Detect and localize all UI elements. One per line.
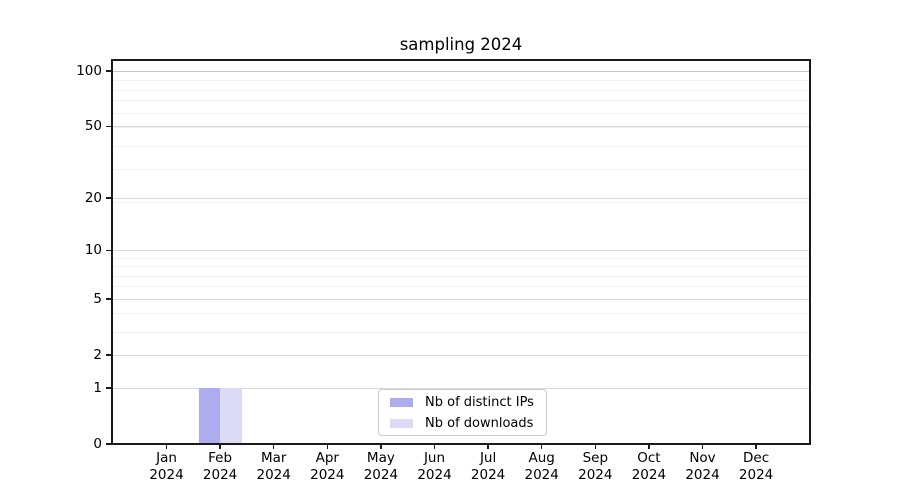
x-tick-month: Aug bbox=[528, 450, 555, 466]
minor-gridline bbox=[112, 286, 810, 288]
x-tick-month: Apr bbox=[315, 450, 339, 466]
x-tick-label: Sep 2024 bbox=[563, 450, 627, 484]
x-tick-year: 2024 bbox=[256, 467, 291, 483]
legend: Nb of distinct IPs Nb of downloads bbox=[378, 389, 547, 436]
x-tick-mark bbox=[165, 443, 168, 449]
minor-gridline bbox=[112, 201, 810, 203]
minor-gridline bbox=[112, 89, 810, 91]
minor-gridline bbox=[112, 266, 810, 267]
x-tick-mark bbox=[701, 443, 704, 449]
y-tick-label: 5 bbox=[93, 291, 102, 308]
x-tick-month: May bbox=[366, 450, 395, 466]
x-tick-year: 2024 bbox=[738, 467, 774, 483]
x-tick-year: 2024 bbox=[363, 467, 399, 483]
x-tick-label: Mar 2024 bbox=[242, 450, 306, 484]
minor-gridline bbox=[112, 313, 810, 315]
x-tick-month: Jun bbox=[423, 450, 446, 466]
y-tick-label: 2 bbox=[93, 347, 102, 364]
x-tick-month: Jul bbox=[479, 450, 497, 466]
x-tick-year: 2024 bbox=[202, 467, 238, 483]
x-tick-mark bbox=[755, 443, 757, 449]
y-tick-mark bbox=[106, 354, 112, 357]
x-tick-label: Feb 2024 bbox=[188, 450, 252, 484]
major-gridline bbox=[112, 197, 810, 199]
x-tick-month: Mar bbox=[260, 450, 287, 466]
legend-swatch bbox=[390, 418, 413, 428]
legend-label: Nb of downloads bbox=[425, 415, 534, 431]
legend-label: Nb of distinct IPs bbox=[425, 394, 534, 410]
x-tick-label: Jan 2024 bbox=[135, 450, 199, 484]
y-tick-label: 0 bbox=[93, 436, 102, 452]
x-tick-month: Dec bbox=[743, 450, 770, 466]
x-tick-label: Apr 2024 bbox=[295, 450, 359, 484]
y-tick-mark bbox=[106, 298, 112, 301]
x-tick-year: 2024 bbox=[631, 467, 667, 483]
x-tick-mark bbox=[219, 443, 221, 449]
x-tick-mark bbox=[540, 443, 543, 449]
legend-swatch bbox=[390, 397, 413, 407]
x-tick-month: Jan bbox=[156, 450, 177, 466]
x-tick-mark bbox=[326, 443, 329, 449]
minor-gridline bbox=[112, 80, 810, 81]
x-tick-mark bbox=[594, 443, 597, 449]
x-tick-year: 2024 bbox=[149, 467, 184, 483]
minor-gridline bbox=[112, 100, 810, 102]
minor-gridline bbox=[112, 275, 810, 277]
x-tick-mark bbox=[272, 443, 275, 449]
legend-item: Nb of downloads bbox=[390, 413, 546, 433]
x-tick-year: 2024 bbox=[470, 467, 506, 483]
x-tick-month: Nov bbox=[689, 450, 716, 466]
major-gridline bbox=[112, 387, 810, 389]
x-tick-year: 2024 bbox=[417, 467, 452, 483]
x-tick-mark bbox=[487, 443, 489, 449]
x-tick-year: 2024 bbox=[524, 467, 559, 483]
y-tick-mark bbox=[106, 443, 112, 445]
x-tick-label: Nov 2024 bbox=[671, 450, 735, 484]
major-gridline bbox=[112, 354, 810, 356]
major-gridline bbox=[112, 249, 810, 251]
x-tick-year: 2024 bbox=[310, 467, 345, 483]
minor-gridline bbox=[112, 257, 810, 259]
y-tick-label: 1 bbox=[93, 380, 102, 396]
x-tick-label: Aug 2024 bbox=[510, 450, 574, 484]
x-tick-label: Jul 2024 bbox=[456, 450, 520, 484]
minor-gridline bbox=[112, 331, 810, 333]
legend-item: Nb of distinct IPs bbox=[390, 392, 546, 412]
x-tick-label: May 2024 bbox=[349, 450, 413, 484]
y-tick-label: 20 bbox=[84, 190, 102, 207]
x-tick-mark bbox=[380, 443, 382, 449]
minor-gridline bbox=[112, 145, 810, 147]
x-tick-label: Oct 2024 bbox=[617, 450, 681, 484]
minor-gridline bbox=[112, 112, 810, 114]
chart-title: sampling 2024 bbox=[399, 35, 523, 54]
y-tick-label: 10 bbox=[84, 242, 102, 259]
y-tick-mark bbox=[106, 70, 112, 72]
y-tick-mark bbox=[106, 387, 112, 389]
plot-area: Nb of distinct IPs Nb of downloads bbox=[111, 59, 811, 445]
x-tick-year: 2024 bbox=[578, 467, 613, 483]
bar-nb-of-distinct-ips bbox=[198, 388, 221, 444]
x-tick-label: Jun 2024 bbox=[403, 450, 467, 484]
x-tick-mark bbox=[433, 443, 436, 449]
major-gridline bbox=[112, 70, 810, 72]
minor-gridline bbox=[112, 168, 810, 170]
y-tick-mark bbox=[106, 249, 112, 252]
minor-gridline bbox=[112, 127, 810, 129]
y-tick-label: 100 bbox=[76, 63, 102, 80]
x-tick-label: Dec 2024 bbox=[724, 450, 788, 484]
major-gridline bbox=[112, 298, 810, 300]
x-tick-mark bbox=[648, 443, 650, 449]
x-tick-month: Feb bbox=[208, 450, 233, 466]
y-tick-label: 50 bbox=[84, 118, 102, 135]
x-tick-year: 2024 bbox=[685, 467, 720, 483]
x-tick-month: Oct bbox=[637, 450, 661, 466]
major-gridline bbox=[112, 125, 810, 127]
y-tick-mark bbox=[106, 125, 112, 128]
y-tick-mark bbox=[106, 197, 112, 199]
x-tick-month: Sep bbox=[582, 450, 609, 466]
bar-nb-of-downloads bbox=[220, 388, 242, 444]
